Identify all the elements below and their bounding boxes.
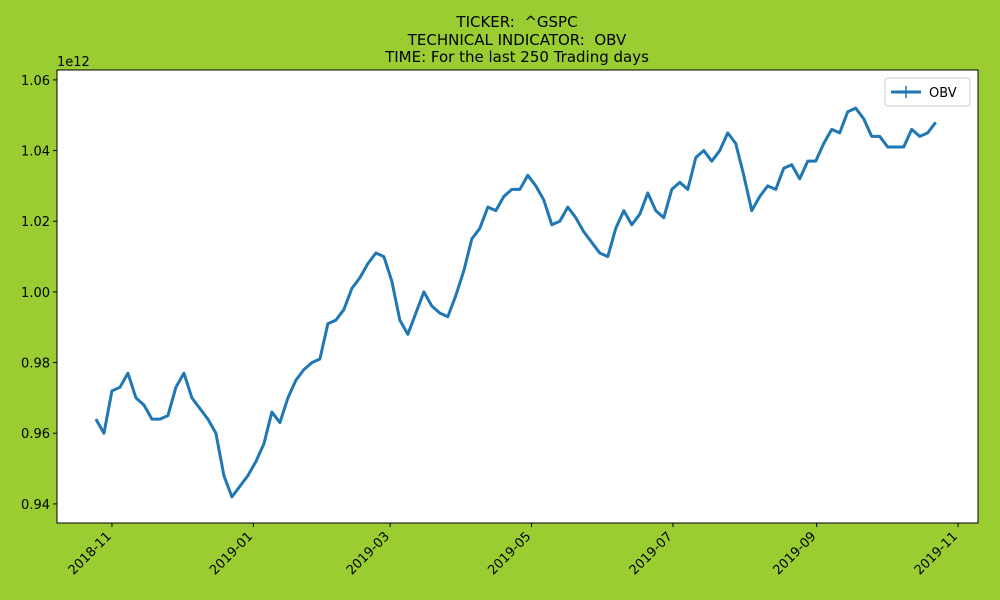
y-tick-label: 0.98 [21,357,50,372]
series-line [94,106,937,499]
legend-box [884,77,971,107]
y-offset-label: 1e12 [57,55,90,70]
axes-frame [56,69,979,524]
y-tick-label: 0.96 [21,427,50,442]
y-tick-label: 1.02 [21,215,50,230]
chart-title: TECHNICAL INDICATOR: OBV [407,31,627,49]
legend-label: OBV [929,86,957,101]
y-tick-label: 1.04 [21,145,50,160]
chart-title: TICKER: ^GSPC [455,13,577,31]
y-tick-label: 1.00 [21,286,50,301]
chart-title: TIME: For the last 250 Trading days [384,48,649,66]
plot-area [57,70,978,523]
y-tick-label: 0.94 [21,498,50,513]
y-tick-label: 1.06 [21,74,50,89]
